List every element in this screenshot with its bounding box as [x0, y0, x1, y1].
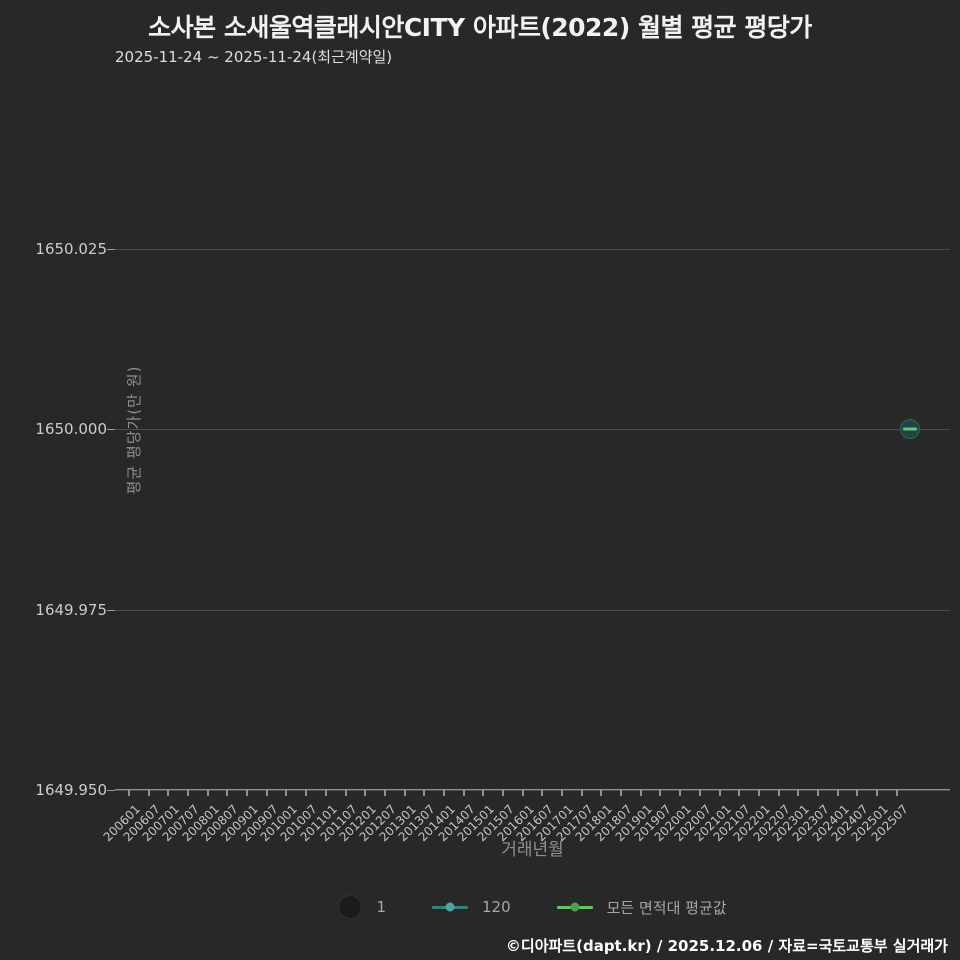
x-tick-mark [206, 790, 209, 796]
x-tick-mark [659, 790, 662, 796]
legend-label-area-120: 120 [481, 898, 511, 916]
x-tick-mark [364, 790, 367, 796]
x-tick-mark [305, 790, 308, 796]
chart-subtitle: 2025-11-24 ~ 2025-11-24(최근계약일) [115, 48, 393, 66]
x-tick-mark [777, 790, 780, 796]
x-tick-mark [600, 790, 603, 796]
x-tick-mark [836, 790, 839, 796]
green-line-icon [556, 902, 593, 912]
legend-item-average[interactable]: 모든 면적대 평균값 [556, 897, 727, 918]
x-tick-mark [561, 790, 564, 796]
x-tick-mark [423, 790, 426, 796]
x-tick-mark [521, 790, 524, 796]
gridline [115, 790, 950, 791]
gridline [115, 609, 950, 611]
legend-item-area-120[interactable]: 120 [431, 898, 511, 916]
y-tick-label: 1650.000 [35, 420, 107, 439]
chart-legend: 1 120 모든 면적대 평균값 [115, 892, 950, 922]
x-tick-mark [698, 790, 701, 796]
x-axis-title: 거래년월 [501, 840, 564, 860]
x-tick-mark [679, 790, 682, 796]
x-tick-mark [856, 790, 859, 796]
legend-label-count: 1 [376, 898, 386, 916]
x-tick-mark [167, 790, 170, 796]
x-tick-mark [462, 790, 465, 796]
x-tick-mark [285, 790, 288, 796]
gridline [115, 248, 950, 250]
x-tick-mark [639, 790, 642, 796]
chart-title: 소사본 소새울역클래시안CITY 아파트(2022) 월별 평균 평당가 [148, 13, 812, 42]
x-tick-mark [383, 790, 386, 796]
x-tick-mark [246, 790, 249, 796]
x-tick-mark [895, 790, 898, 796]
x-tick-mark [403, 790, 406, 796]
y-tick-mark [107, 609, 115, 611]
plot-area: 평균 평당가(만 원) 거래년월 1650.025 1650.000 1649.97… [35, 90, 950, 860]
x-tick-mark [718, 790, 721, 796]
y-tick-mark [107, 248, 115, 250]
teal-line-icon [431, 902, 468, 912]
x-tick-mark [502, 790, 504, 796]
x-tick-mark [816, 790, 819, 796]
x-tick-mark [738, 790, 741, 796]
x-tick-mark [797, 790, 800, 796]
x-tick-mark [344, 790, 347, 796]
x-tick-mark [226, 790, 229, 796]
teal-dot-icon [445, 902, 455, 912]
gridline [115, 429, 950, 431]
legend-item-count[interactable]: 1 [338, 895, 386, 919]
x-tick-mark [541, 790, 544, 796]
x-tick-mark [757, 790, 760, 796]
x-tick-mark [580, 790, 583, 796]
y-tick-mark [107, 429, 115, 431]
x-tick-mark [620, 790, 623, 796]
average-line-segment [902, 427, 917, 431]
x-tick-mark [147, 790, 150, 796]
x-tick-mark [442, 790, 445, 796]
y-tick-label: 1649.950 [35, 781, 107, 799]
legend-label-average: 모든 면적대 평균값 [606, 898, 727, 917]
bubble-size-icon [338, 895, 363, 919]
y-tick-mark [107, 790, 115, 791]
y-tick-label: 1650.025 [35, 239, 107, 258]
green-dot-icon [570, 902, 580, 912]
x-tick-mark [128, 790, 130, 796]
y-tick-label: 1649.975 [35, 600, 107, 619]
x-tick-mark [265, 790, 268, 796]
x-tick-mark [876, 790, 879, 796]
x-tick-mark [482, 790, 485, 796]
x-tick-mark [324, 790, 327, 796]
x-tick-mark [187, 790, 190, 796]
source-attribution: ©디아파트(dapt.kr) / 2025.12.06 / 자료=국토교통부 실… [505, 937, 948, 955]
